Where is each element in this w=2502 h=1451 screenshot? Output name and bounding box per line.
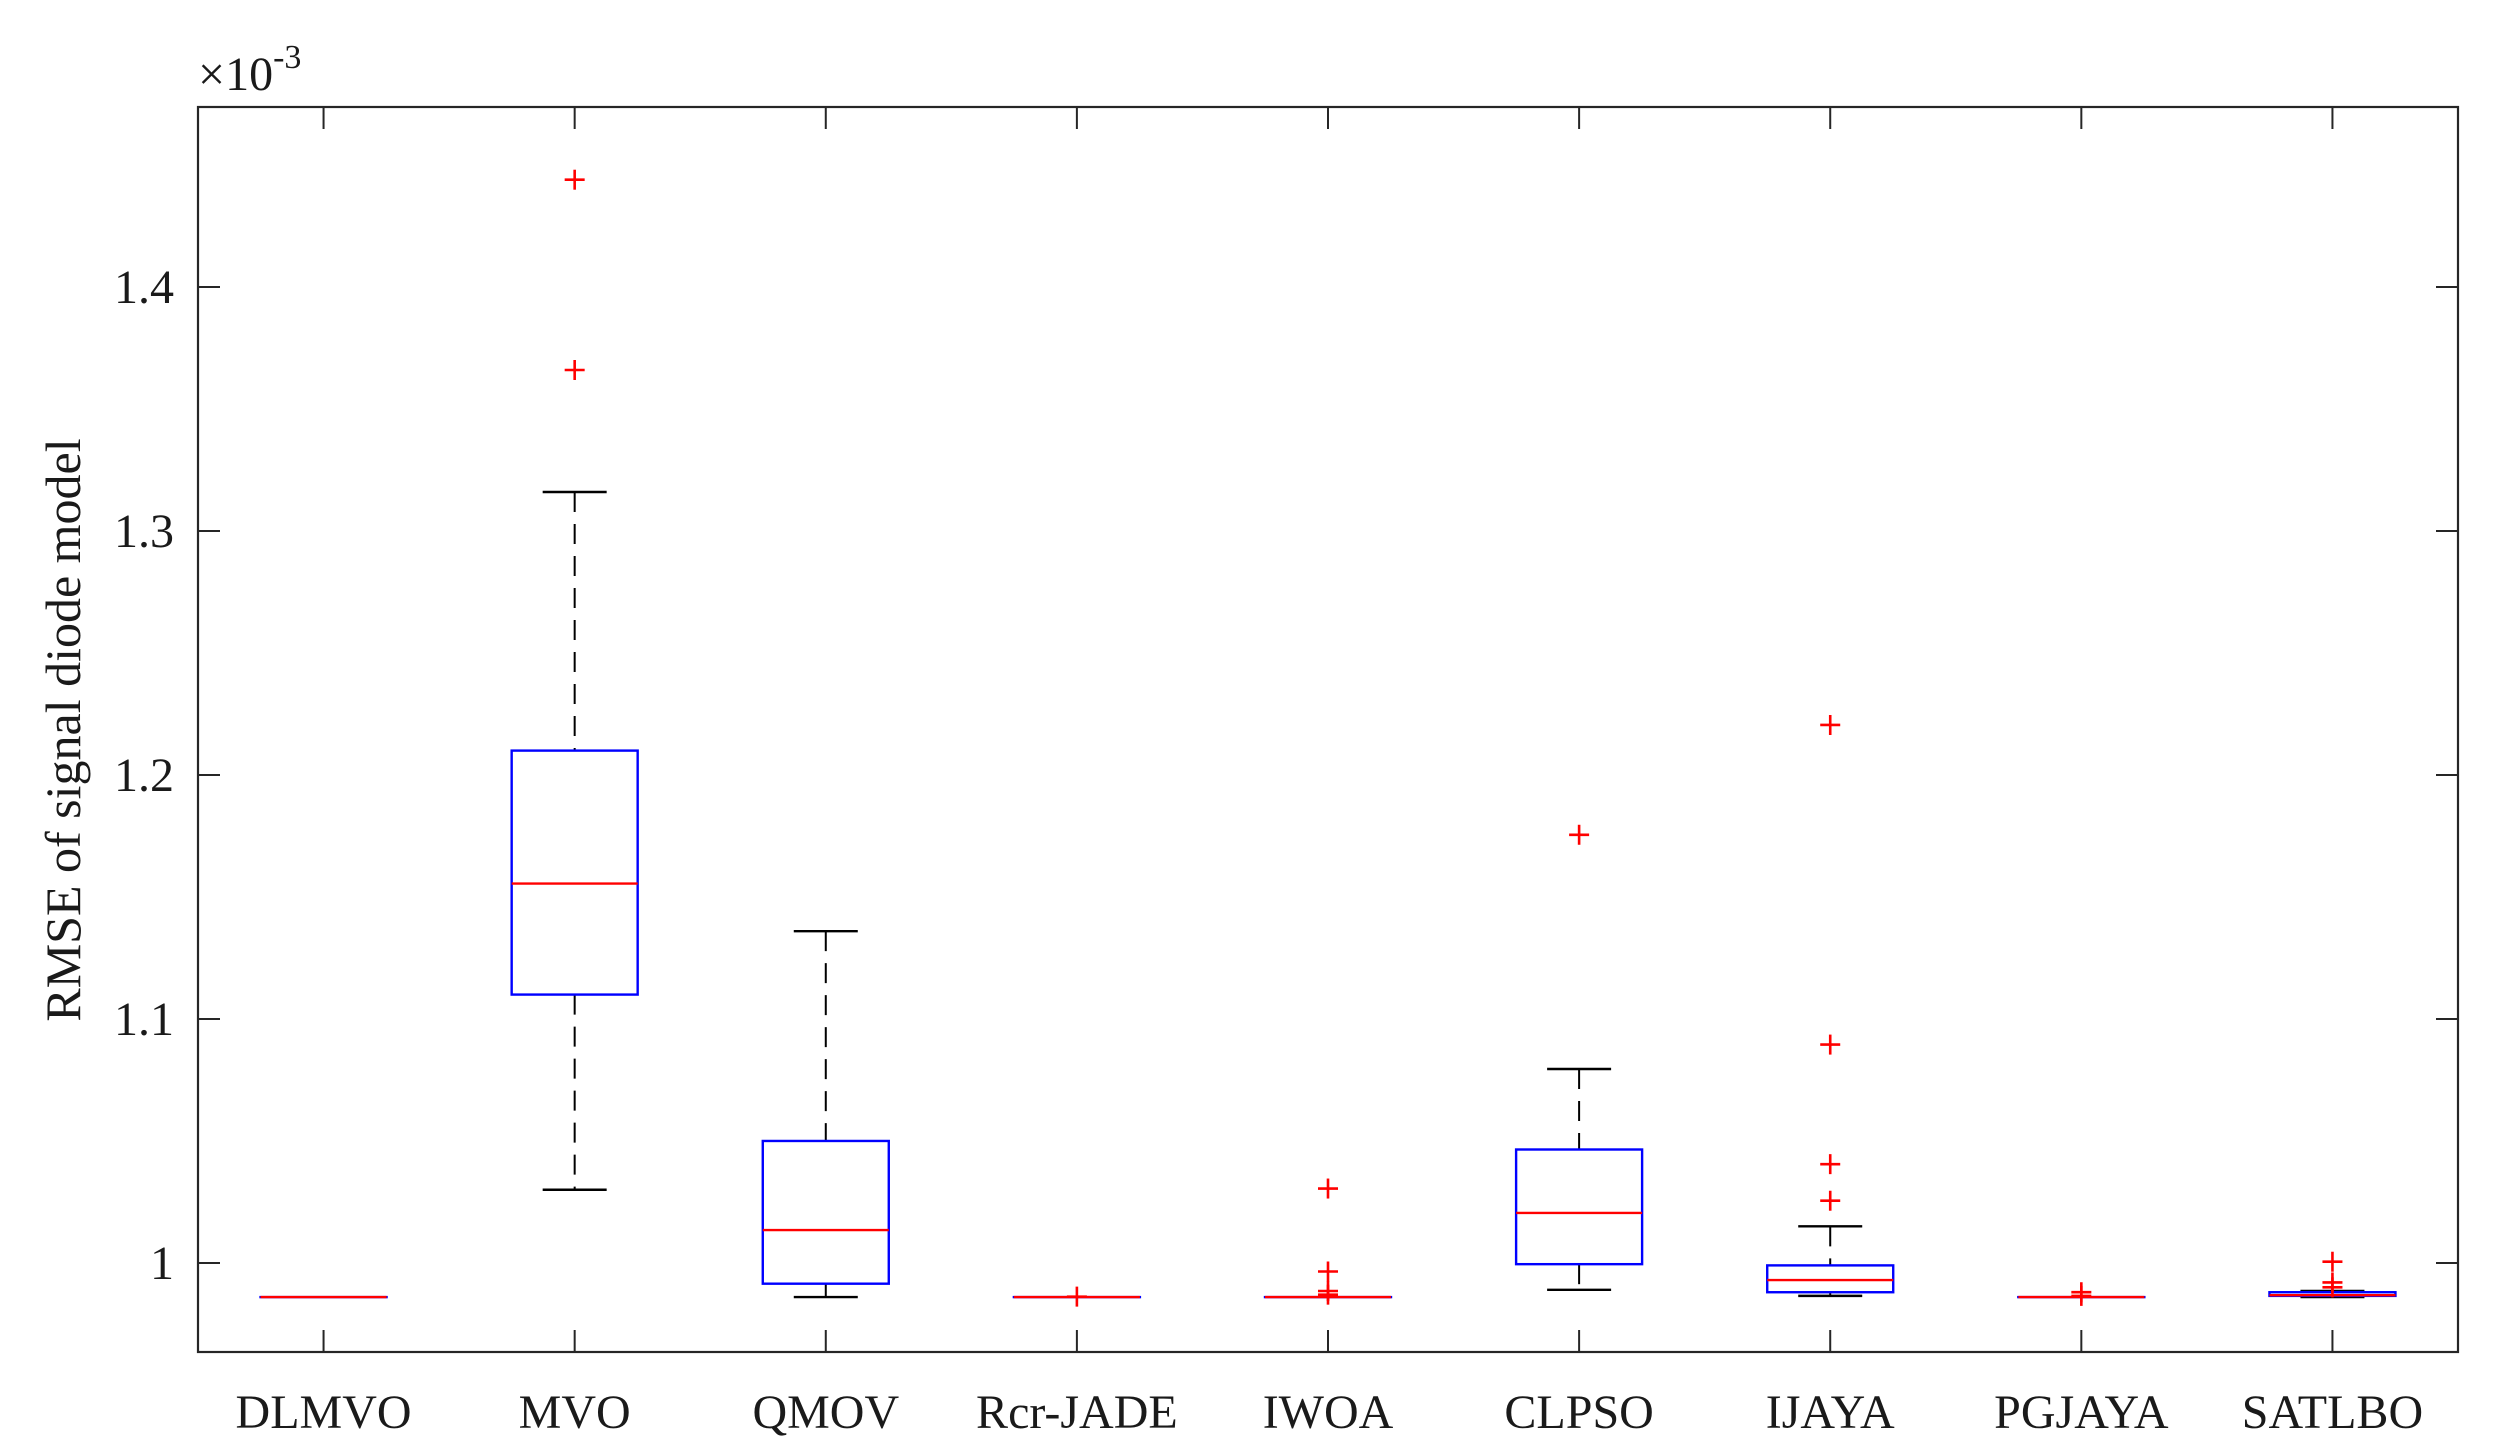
- y-axis-multiplier: ×10-3: [198, 39, 301, 101]
- x-tick-label: PGJAYA: [1994, 1386, 2169, 1439]
- multiplier-exponent: -3: [273, 39, 301, 76]
- multiplier-times: ×: [198, 48, 225, 101]
- y-tick-label: 1: [150, 1237, 174, 1290]
- multiplier-base: 10: [225, 48, 273, 101]
- x-tick-label: IJAYA: [1766, 1386, 1895, 1439]
- x-tick-label: MVO: [519, 1386, 631, 1439]
- x-tick-label: DLMVO: [236, 1386, 412, 1439]
- y-axis-title: RMSE of signal diode model: [35, 438, 91, 1021]
- plot-area: [198, 107, 2458, 1352]
- x-tick-label: CLPSO: [1504, 1386, 1653, 1439]
- x-tick-label: Rcr-JADE: [976, 1386, 1178, 1439]
- y-tick-label: 1.1: [114, 993, 174, 1046]
- x-tick-label: IWOA: [1263, 1386, 1394, 1439]
- y-tick-label: 1.3: [114, 505, 174, 558]
- y-tick-label: 1.4: [114, 261, 174, 314]
- x-tick-label: QMOV: [752, 1386, 899, 1439]
- y-tick-label: 1.2: [114, 749, 174, 802]
- x-tick-label: SATLBO: [2242, 1386, 2423, 1439]
